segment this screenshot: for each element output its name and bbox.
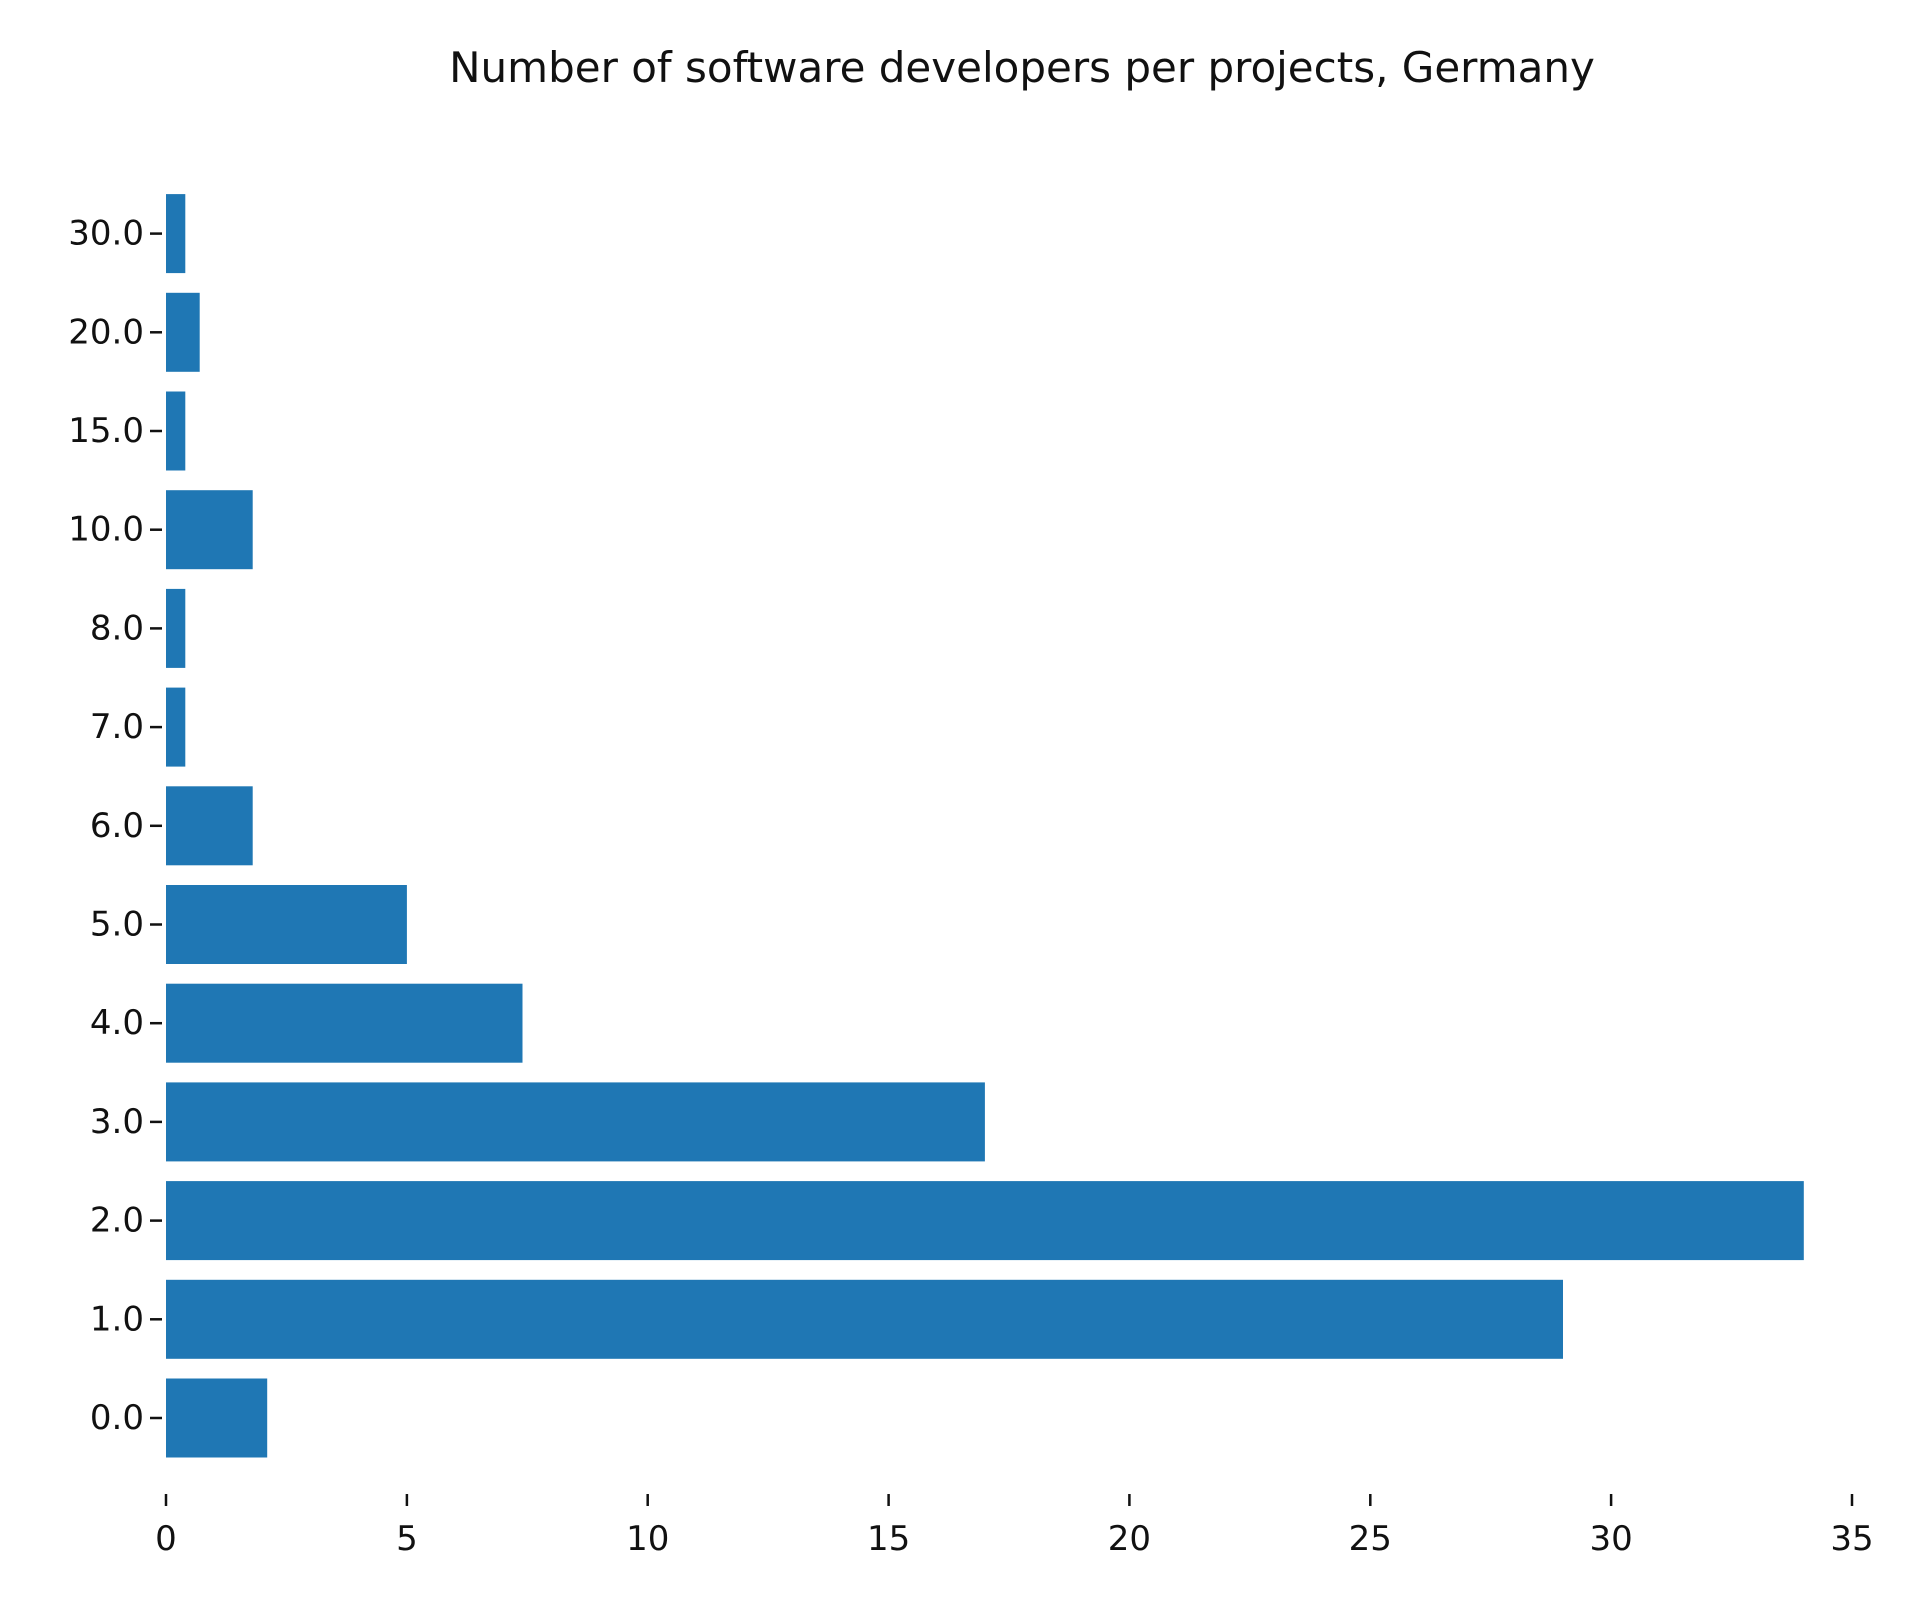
y-axis: 0.0 1.0 2.0 3.0 4.0 5.0 6.0 7.0 8.0 10.0 15.0 20.0 3… (68, 214, 162, 1438)
y-tick-label: 6.0 (90, 806, 144, 846)
y-tick-label: 1.0 (90, 1299, 144, 1339)
x-axis: 0 5 10 15 20 25 30 35 (155, 1494, 1874, 1559)
chart-title: Number of software developers per projec… (449, 43, 1595, 92)
y-tick-label: 20.0 (68, 312, 144, 352)
bar-20-0 (166, 292, 200, 372)
bar-8-0 (166, 588, 186, 668)
x-tick-label: 0 (155, 1519, 177, 1559)
y-tick-label: 4.0 (90, 1003, 144, 1043)
bar-6-0 (166, 786, 253, 866)
y-tick-label: 2.0 (90, 1201, 144, 1241)
bar-30-0 (166, 194, 186, 274)
x-tick-label: 5 (396, 1519, 418, 1559)
x-tick-label: 30 (1589, 1519, 1632, 1559)
bar-7-0 (166, 687, 186, 767)
y-tick-label: 30.0 (68, 214, 144, 254)
x-tick-label: 25 (1349, 1519, 1392, 1559)
x-tick-label: 15 (867, 1519, 910, 1559)
y-tick-label: 0.0 (90, 1398, 144, 1438)
bar-0-0 (166, 1378, 268, 1458)
y-tick-label: 15.0 (68, 411, 144, 451)
bar-2-0 (166, 1181, 1804, 1261)
y-tick-label: 5.0 (90, 905, 144, 945)
bar-10-0 (166, 490, 253, 570)
bars-group (166, 194, 1804, 1458)
x-tick-label: 10 (626, 1519, 669, 1559)
bar-4-0 (166, 983, 523, 1063)
y-tick-label: 10.0 (68, 510, 144, 550)
y-tick-label: 8.0 (90, 608, 144, 648)
bar-1-0 (166, 1279, 1563, 1359)
bar-3-0 (166, 1082, 985, 1162)
y-tick-label: 7.0 (90, 707, 144, 747)
y-tick-label: 3.0 (90, 1102, 144, 1142)
bar-15-0 (166, 391, 186, 471)
bar-5-0 (166, 885, 407, 964)
x-tick-label: 35 (1830, 1519, 1873, 1559)
x-tick-label: 20 (1108, 1519, 1151, 1559)
